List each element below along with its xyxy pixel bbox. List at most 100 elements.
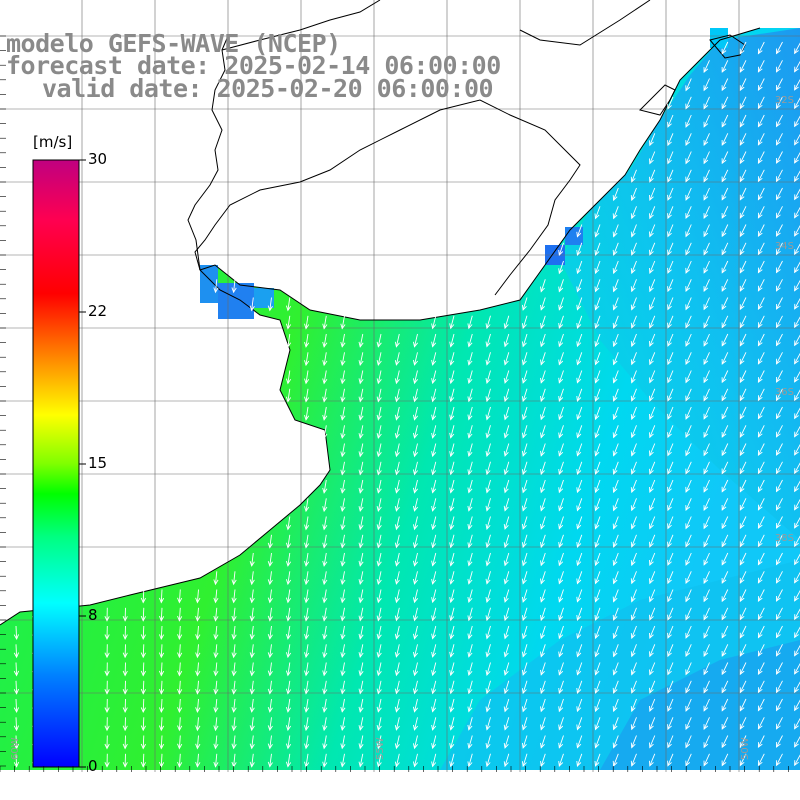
wind-arrow-head-icon [521,669,527,676]
wind-arrow-head-icon [485,633,491,640]
wind-arrow-head-icon [685,377,691,384]
wind-arrow-icon [432,589,437,603]
wind-arrow-icon [540,571,546,584]
wind-arrow-head-icon [667,249,672,256]
wind-arrow-head-icon [394,524,400,531]
wind-arrow-icon [685,644,692,657]
wind-arrow-icon [432,443,437,457]
wind-arrow-head-icon [485,432,491,439]
wind-arrow-icon [504,479,510,493]
wind-arrow-icon [450,644,455,657]
wind-arrow-icon [576,680,583,694]
wind-arrow-head-icon [739,358,745,365]
wind-arrow-head-icon [376,597,382,604]
wind-arrow-icon [504,534,510,548]
wind-arrow-icon [667,644,674,657]
wind-arrow-head-icon [376,378,382,385]
wind-arrow-head-icon [649,432,654,439]
wind-arrow-icon [522,461,528,475]
wind-arrow-icon [721,352,729,365]
wind-arrow-head-icon [267,542,273,549]
wind-arrow-icon [595,589,601,602]
wind-arrow-head-icon [158,652,165,659]
wind-arrow-head-icon [558,450,564,457]
wind-arrow-head-icon [449,378,455,385]
wind-arrow-head-icon [721,723,727,730]
wind-arrow-icon [595,516,601,529]
wind-arrow-icon [721,479,729,492]
wind-arrow-icon [685,315,692,328]
wind-arrow-icon [631,589,637,602]
wind-arrow-head-icon [376,469,382,476]
wind-arrow-icon [576,370,583,383]
wind-arrow-icon [776,151,783,164]
wind-arrow-icon [595,680,601,694]
wind-arrow-icon [685,753,692,766]
wind-arrow-icon [323,607,327,621]
wind-arrow-head-icon [140,615,146,622]
wind-arrow-icon [468,644,473,657]
wind-arrow-icon [721,662,729,675]
wind-arrow-head-icon [649,760,654,767]
wind-arrow-icon [558,443,564,456]
wind-arrow-head-icon [285,341,292,348]
wind-arrow-icon [703,206,710,219]
wind-arrow-icon [142,753,145,767]
wind-arrow-head-icon [558,688,564,694]
wind-arrow-icon [540,370,546,383]
wind-arrow-head-icon [558,578,564,585]
wind-arrow-icon [667,571,674,584]
wind-arrow-head-icon [685,724,691,731]
wind-arrow-head-icon [776,212,781,219]
wind-arrow-head-icon [776,285,781,292]
wind-arrow-head-icon [431,651,437,658]
wind-arrow-head-icon [685,651,691,658]
wind-arrow-icon [341,717,345,731]
wind-arrow-head-icon [358,579,364,586]
wind-arrow-head-icon [794,577,799,584]
wind-arrow-icon [576,516,583,529]
wind-arrow-icon [757,680,765,693]
wind-arrow-head-icon [757,395,763,402]
wind-arrow-icon [776,571,783,584]
wind-arrow-icon [377,753,382,767]
wind-arrow-head-icon [521,341,527,348]
wind-arrow-head-icon [304,360,310,367]
wind-arrow-icon [504,589,510,603]
wind-arrow-icon [631,753,637,766]
wind-arrow-icon [341,698,345,712]
wind-arrow-icon [504,717,510,730]
wind-arrow-icon [486,589,491,603]
wind-arrow-icon [739,516,747,529]
wind-arrow-head-icon [612,523,618,530]
wind-arrow-head-icon [630,505,636,512]
wind-arrow-icon [504,571,510,584]
wind-arrow-head-icon [685,541,691,548]
wind-arrow-icon [450,370,455,384]
wind-arrow-head-icon [739,614,745,621]
wind-arrow-head-icon [213,579,219,586]
wind-arrow-head-icon [667,450,672,457]
wind-arrow-head-icon [267,560,273,567]
wind-arrow-head-icon [540,469,545,476]
wind-arrow-head-icon [594,669,600,676]
wind-arrow-head-icon [122,707,128,714]
wind-arrow-head-icon [467,633,473,640]
wind-arrow-icon [703,151,710,164]
wind-arrow-head-icon [394,542,400,549]
wind-arrow-head-icon [267,706,273,713]
wind-arrow-head-icon [195,688,201,695]
wind-arrow-icon [703,406,710,419]
wind-arrow-head-icon [449,651,455,658]
wind-arrow-icon [703,571,710,584]
wind-arrow-icon [776,315,783,328]
wind-arrow-head-icon [757,614,763,621]
wind-arrow-icon [341,388,345,402]
wind-arrow-head-icon [739,687,745,694]
wind-arrow-icon [721,114,729,127]
wind-arrow-icon [468,443,473,457]
wind-arrow-icon [414,644,418,658]
wind-arrow-icon [595,735,601,748]
wind-arrow-head-icon [431,396,437,403]
